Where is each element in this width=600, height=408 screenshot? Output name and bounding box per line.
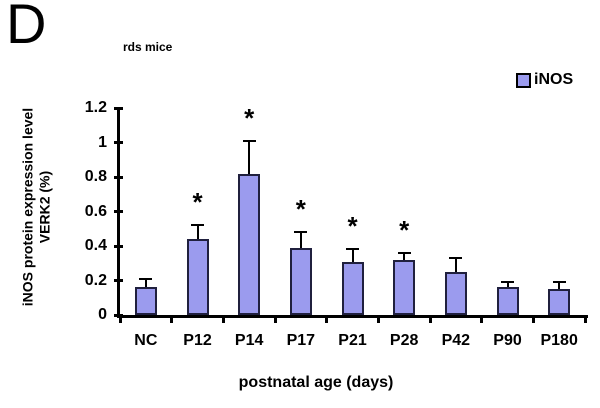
error-bar-cap-P21 [346, 248, 359, 251]
error-bar-P17 [299, 232, 302, 248]
x-axis-tick [531, 318, 535, 323]
bar-P14 [238, 173, 261, 315]
bar-P42 [444, 271, 467, 315]
legend-series-label: iNOS [534, 71, 574, 88]
error-bar-cap-P28 [397, 251, 411, 254]
y-axis-label-line1: iNOS protein expression level [19, 107, 36, 307]
x-axis-tick [428, 318, 432, 323]
x-axis-tick [118, 318, 122, 323]
y-tick-label: 1.2 [84, 99, 107, 116]
panel-label: D [6, 0, 47, 55]
y-axis-tick [114, 210, 123, 213]
x-tick-label-P42: P42 [441, 332, 471, 349]
error-bar-cap-P12 [191, 224, 204, 227]
y-tick-label: 0.8 [84, 168, 107, 185]
x-axis-line [117, 315, 588, 318]
x-axis-tick [376, 318, 380, 323]
y-axis-tick [114, 244, 123, 248]
significance-marker-P12: * [192, 187, 203, 218]
x-axis-tick [325, 318, 329, 323]
y-axis-tick [114, 313, 123, 317]
error-bar-P12 [196, 225, 199, 240]
y-axis-tick [114, 175, 123, 179]
significance-marker-P28: * [399, 214, 410, 245]
y-axis-tick [114, 141, 123, 144]
y-axis-tick [114, 279, 123, 282]
error-bar-cap-P90 [501, 281, 514, 284]
error-bar-P14 [248, 140, 251, 174]
error-bar-cap-P180 [552, 281, 566, 284]
x-tick-label-NC: NC [134, 332, 158, 349]
x-tick-label-P180: P180 [540, 332, 578, 349]
y-tick-label: 0.4 [84, 237, 107, 254]
x-axis-tick [273, 318, 277, 323]
y-axis-line [117, 108, 120, 318]
x-axis-tick [583, 318, 587, 323]
chart-title: rds mice [123, 40, 173, 54]
y-axis-tick [114, 106, 123, 110]
x-tick-label-P12: P12 [183, 332, 212, 349]
error-bar-P28 [403, 252, 406, 260]
x-tick-label-P21: P21 [338, 332, 367, 349]
bar-P17 [289, 247, 312, 315]
significance-marker-P17: * [295, 194, 306, 225]
error-bar-P90 [506, 282, 509, 288]
x-tick-label-P90: P90 [493, 332, 522, 349]
legend: iNOS [516, 71, 573, 89]
plot-area: 0 0.2 0.4 0.6 0.8 1 1.2 NC * P12 * P14 * P17 * P21 * P28 P… [85, 99, 588, 349]
x-axis-tick [221, 318, 225, 323]
x-tick-label-P14: P14 [234, 332, 264, 349]
x-tick-label-P17: P17 [286, 332, 316, 349]
error-bar-P180 [558, 282, 561, 290]
legend-swatch-icon [516, 72, 531, 88]
x-axis-tick [480, 318, 484, 323]
bar-P180 [548, 289, 571, 315]
error-bar-cap-P42 [449, 257, 463, 260]
error-bar-cap-P14 [242, 139, 256, 142]
bar-NC [134, 287, 157, 315]
error-bar-P42 [454, 258, 457, 272]
y-tick-label: 1 [98, 133, 107, 151]
error-bar-P21 [351, 249, 354, 262]
error-bar-cap-P17 [294, 231, 308, 234]
bar-P90 [496, 287, 519, 315]
y-axis-label: iNOS protein expression level VERK2 (%) [20, 85, 54, 330]
error-bar-NC [144, 278, 147, 288]
bar-P28 [393, 259, 416, 315]
x-axis-tick [170, 318, 174, 323]
error-bar-cap-NC [139, 277, 153, 280]
bar-P21 [341, 261, 364, 315]
y-axis-label-line2: VERK2 (%) [36, 170, 53, 244]
y-tick-label: 0.6 [84, 202, 107, 220]
y-tick-label: 0.2 [84, 271, 107, 289]
x-tick-label-P28: P28 [389, 332, 419, 349]
significance-marker-P14: * [244, 102, 255, 133]
y-tick-label: 0 [98, 306, 107, 323]
x-axis-title: postnatal age (days) [238, 374, 394, 391]
bar-P12 [186, 239, 209, 315]
significance-marker-P21: * [347, 211, 358, 242]
